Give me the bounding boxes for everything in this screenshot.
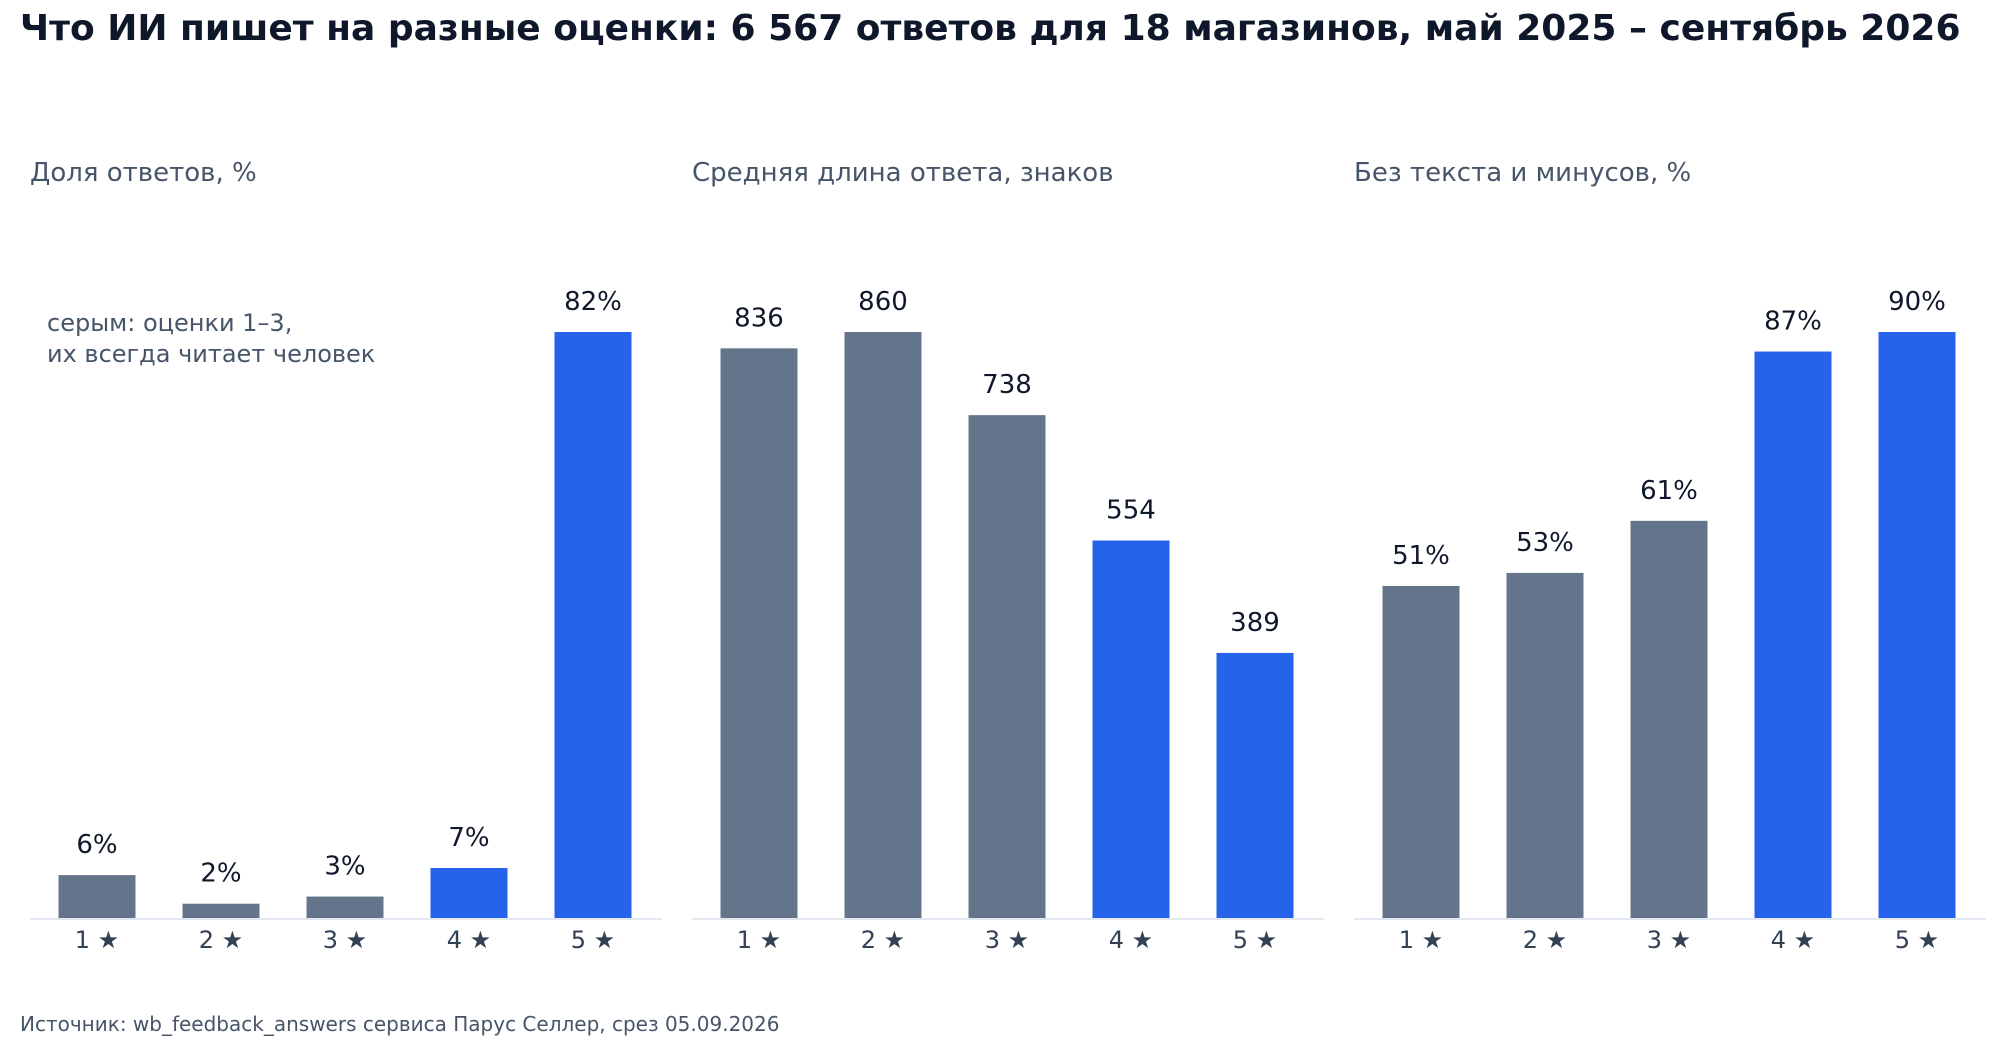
x-tick-label: 5 ★	[1895, 926, 1939, 954]
data-label: 53%	[1516, 528, 1574, 558]
data-label: 7%	[448, 823, 489, 853]
data-label: 61%	[1640, 476, 1698, 506]
bar	[968, 415, 1046, 918]
bar	[1754, 351, 1832, 918]
x-tick-label: 3 ★	[1647, 926, 1691, 954]
chart-panel-2: Средняя длина ответа, знаков 836 1 ★ 860 2 ★…	[692, 158, 1324, 954]
bar	[306, 896, 384, 918]
x-tick-label: 4 ★	[1109, 926, 1153, 954]
x-tick-label: 2 ★	[1523, 926, 1567, 954]
x-tick-label: 2 ★	[199, 926, 243, 954]
data-label: 389	[1230, 608, 1280, 638]
source-note: Источник: wb_feedback_answers сервиса Па…	[20, 1012, 780, 1036]
bar	[1878, 332, 1956, 918]
x-tick-label: 1 ★	[737, 926, 781, 954]
x-tick-label: 3 ★	[323, 926, 367, 954]
chart-panel-3: Без текста и минусов, % 51% 1 ★ 53% 2 ★ 61% 3 …	[1354, 158, 1986, 954]
x-tick-label: 3 ★	[985, 926, 1029, 954]
bar	[554, 332, 632, 918]
x-tick-label: 4 ★	[1771, 926, 1815, 954]
bar	[1092, 540, 1170, 918]
annotation-line: серым: оценки 1–3,	[47, 309, 292, 337]
bar	[58, 875, 136, 918]
data-label: 2%	[200, 859, 241, 889]
x-tick-label: 4 ★	[447, 926, 491, 954]
bar	[182, 903, 260, 918]
bar	[1630, 520, 1708, 918]
data-label: 3%	[324, 852, 365, 882]
data-label: 90%	[1888, 287, 1946, 317]
x-tick-label: 1 ★	[75, 926, 119, 954]
chart-title: Что ИИ пишет на разные оценки: 6 567 отв…	[20, 8, 1961, 49]
data-label: 860	[858, 287, 908, 317]
bar	[720, 348, 798, 918]
chart-panel-1: Доля ответов, % серым: оценки 1–3, их всег…	[30, 158, 662, 954]
panel-title: Без текста и минусов, %	[1354, 158, 1691, 188]
x-tick-label: 2 ★	[861, 926, 905, 954]
bar	[844, 332, 922, 918]
panel-title: Доля ответов, %	[30, 158, 257, 188]
bar	[1216, 652, 1294, 918]
data-label: 82%	[564, 287, 622, 317]
data-label: 836	[734, 303, 784, 333]
x-tick-label: 5 ★	[571, 926, 615, 954]
bar	[430, 867, 508, 918]
annotation-line: их всегда читает человек	[47, 340, 375, 368]
x-tick-label: 5 ★	[1233, 926, 1277, 954]
bar	[1382, 585, 1460, 918]
data-label: 87%	[1764, 307, 1822, 337]
panel-title: Средняя длина ответа, знаков	[692, 158, 1114, 188]
data-label: 738	[982, 370, 1032, 400]
bar	[1506, 572, 1584, 918]
data-label: 51%	[1392, 541, 1450, 571]
data-label: 6%	[76, 830, 117, 860]
data-label: 554	[1106, 496, 1156, 526]
x-tick-label: 1 ★	[1399, 926, 1443, 954]
